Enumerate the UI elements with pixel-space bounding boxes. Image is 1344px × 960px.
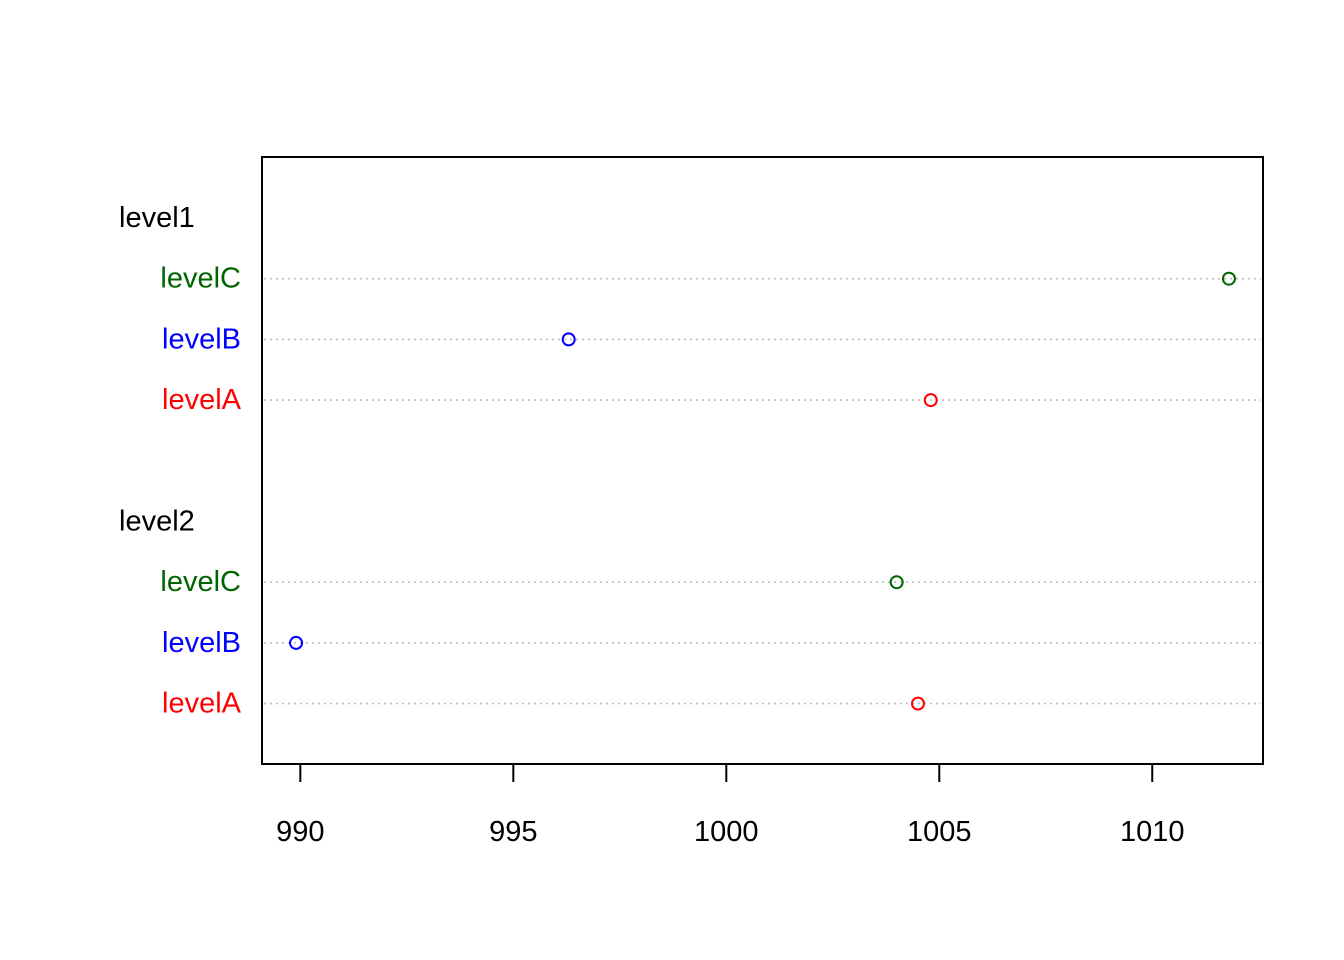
point-level1-levelA [923,393,938,408]
row-label-level2-levelB: levelB [162,627,241,659]
row-label-level1-levelC: levelC [160,263,241,295]
group-label-level2: level2 [119,506,195,538]
row-label-level1-levelA: levelA [162,384,242,416]
x-tick-label-1010: 1010 [1120,816,1185,848]
point-level1-levelC [1221,271,1236,286]
group-label-level1: level1 [119,202,195,234]
grid-lines [264,277,1261,705]
row-labels: level1 levelC levelB levelA level2 levelC leve… [119,202,242,720]
x-tick-label-1005: 1005 [907,816,972,848]
row-label-level2-levelC: levelC [160,566,241,598]
plot-frame [261,156,1264,765]
row-label-level1-levelB: levelB [162,323,241,355]
point-level2-levelC [889,575,904,590]
point-level2-levelB [289,635,304,650]
x-tick-label-990: 990 [276,816,324,848]
x-tick-label-995: 995 [489,816,537,848]
point-level1-levelB [561,332,576,347]
x-axis: 990 995 1000 1005 1010 [276,763,1185,848]
data-points [289,271,1236,711]
point-level2-levelA [910,696,925,711]
row-label-level2-levelA: levelA [162,688,242,720]
x-tick-label-1000: 1000 [694,816,759,848]
